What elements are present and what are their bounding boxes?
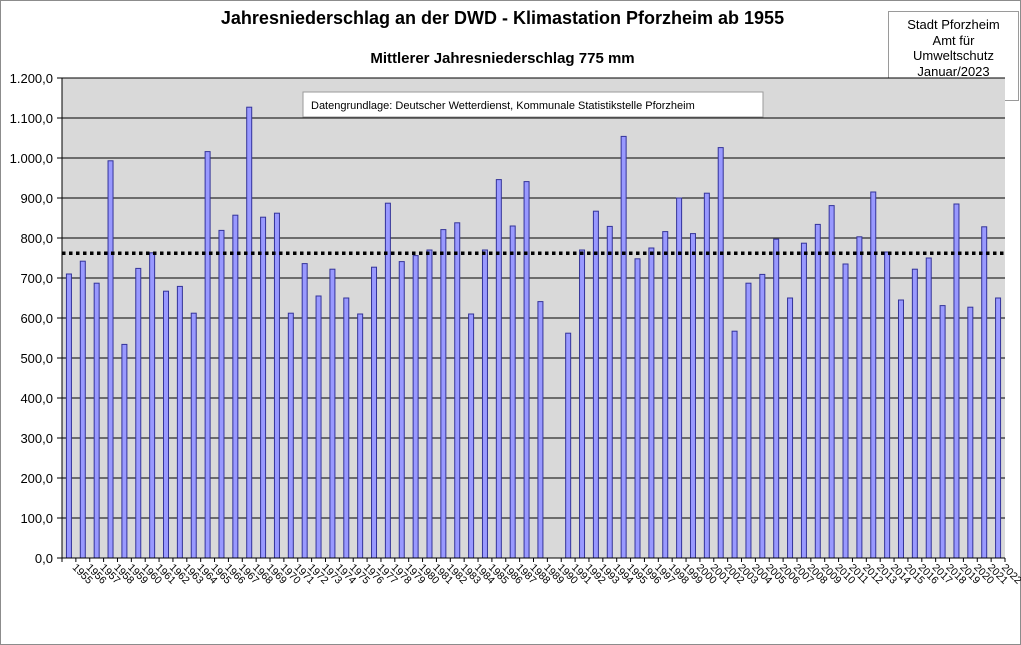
- bar: [371, 266, 378, 559]
- bar: [856, 236, 863, 559]
- bar: [468, 313, 475, 559]
- bar: [925, 257, 932, 559]
- bar: [79, 260, 86, 559]
- bar: [426, 249, 433, 559]
- y-tick-label: 0,0: [35, 551, 53, 566]
- bar: [454, 222, 461, 559]
- bar: [648, 247, 655, 559]
- bar: [634, 258, 641, 559]
- bar: [537, 301, 544, 559]
- y-axis: 0,0 100,0 200,0 300,0 400,0 500,0 600,0 700,0 80…: [10, 71, 63, 566]
- bar: [911, 268, 918, 559]
- bar: [232, 214, 239, 559]
- y-tick-label: 400,0: [20, 391, 53, 406]
- issuer-line-department: Umweltschutz: [913, 48, 994, 63]
- bar: [107, 160, 114, 559]
- chart-subtitle: Mittlerer Jahresniederschlag 775 mm: [370, 50, 635, 67]
- bar: [995, 297, 1002, 559]
- bar: [440, 229, 447, 559]
- bar: [565, 332, 572, 559]
- bar: [93, 282, 100, 559]
- bar: [273, 212, 280, 559]
- bar: [301, 263, 308, 559]
- bar: [481, 249, 488, 559]
- y-tick-label: 700,0: [20, 271, 53, 286]
- bar: [592, 210, 599, 559]
- bar: [800, 242, 807, 559]
- bar: [65, 273, 72, 559]
- bar: [745, 282, 752, 559]
- bar: [121, 343, 128, 559]
- bar: [412, 255, 419, 559]
- bar: [842, 263, 849, 559]
- bar: [343, 297, 350, 559]
- bar: [703, 192, 710, 559]
- bar: [579, 249, 586, 559]
- bar: [218, 229, 225, 559]
- bar: [620, 135, 627, 559]
- y-tick-label: 300,0: [20, 431, 53, 446]
- y-tick-label: 100,0: [20, 511, 53, 526]
- bar: [731, 330, 738, 559]
- bar: [939, 305, 946, 559]
- bar: [135, 267, 142, 559]
- bar: [384, 202, 391, 559]
- bar: [953, 203, 960, 559]
- bar: [689, 233, 696, 559]
- bar: [662, 231, 669, 559]
- y-tick-label: 900,0: [20, 191, 53, 206]
- bar: [190, 312, 197, 559]
- bar: [163, 290, 170, 559]
- issuer-line-date: Januar/2023: [917, 63, 990, 79]
- y-tick-label: 600,0: [20, 311, 53, 326]
- bar: [897, 299, 904, 559]
- bar: [398, 261, 405, 559]
- bar: [884, 251, 891, 559]
- bar: [509, 225, 516, 559]
- bar: [315, 295, 322, 559]
- source-note: Datengrundlage: Deutscher Wetterdienst, …: [302, 91, 764, 118]
- source-note-box: [302, 91, 764, 118]
- bar: [246, 106, 253, 559]
- bar: [967, 306, 974, 559]
- bar: [287, 312, 294, 559]
- y-tick-label: 1.100,0: [10, 111, 53, 126]
- bar: [260, 216, 267, 559]
- issuer-line-office: Amt für: [932, 32, 975, 48]
- bar: [357, 313, 364, 559]
- y-tick-label: 1.200,0: [10, 71, 53, 86]
- y-tick-label: 500,0: [20, 351, 53, 366]
- bar: [773, 238, 780, 559]
- bar: [814, 223, 821, 559]
- bar: [759, 273, 766, 559]
- bar: [981, 226, 988, 559]
- y-tick-label: 1.000,0: [10, 151, 53, 166]
- source-note-text: Datengrundlage: Deutscher Wetterdienst, …: [311, 100, 695, 112]
- bar: [204, 151, 211, 559]
- bar: [717, 147, 724, 559]
- bar: [329, 268, 336, 559]
- bar: [523, 181, 530, 559]
- chart-title: Jahresniederschlag an der DWD - Klimasta…: [220, 8, 785, 28]
- bar: [787, 297, 794, 559]
- bar: [495, 179, 502, 559]
- x-axis: 1955195619571958195919601961196219631964…: [61, 557, 1021, 587]
- bar: [606, 225, 613, 559]
- bar: [176, 285, 183, 559]
- bar: [870, 191, 877, 559]
- y-tick-label: 200,0: [20, 471, 53, 486]
- issuer-line-city: Stadt Pforzheim: [907, 17, 1000, 32]
- y-tick-label: 800,0: [20, 231, 53, 246]
- bar: [828, 205, 835, 559]
- bar: [149, 252, 156, 559]
